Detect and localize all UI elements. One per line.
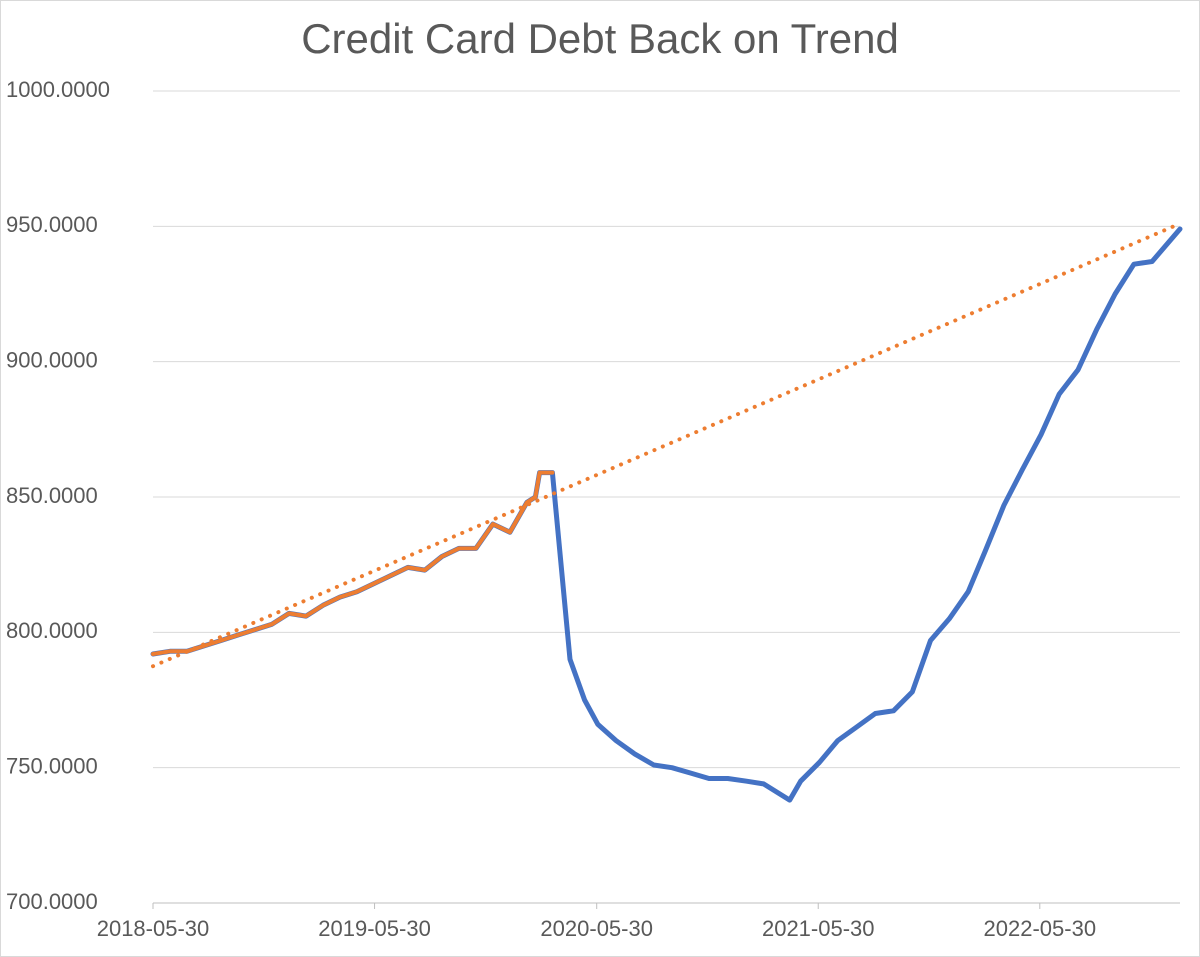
series-line — [151, 470, 555, 656]
y-tick-label: 750.0000 — [6, 753, 98, 778]
y-tick-label: 950.0000 — [6, 212, 98, 237]
x-tick-label: 2019-05-30 — [318, 916, 431, 941]
x-tick-label: 2018-05-30 — [97, 916, 210, 941]
y-tick-label: 900.0000 — [6, 347, 98, 372]
chart-title: Credit Card Debt Back on Trend — [301, 15, 899, 62]
y-tick-label: 800.0000 — [6, 618, 98, 643]
y-tick-label: 1000.0000 — [6, 77, 110, 102]
x-tick-label: 2020-05-30 — [540, 916, 653, 941]
y-tick-label: 700.0000 — [6, 889, 98, 914]
x-tick-label: 2021-05-30 — [762, 916, 875, 941]
y-tick-label: 850.0000 — [6, 483, 98, 508]
x-tick-label: 2022-05-30 — [984, 916, 1097, 941]
